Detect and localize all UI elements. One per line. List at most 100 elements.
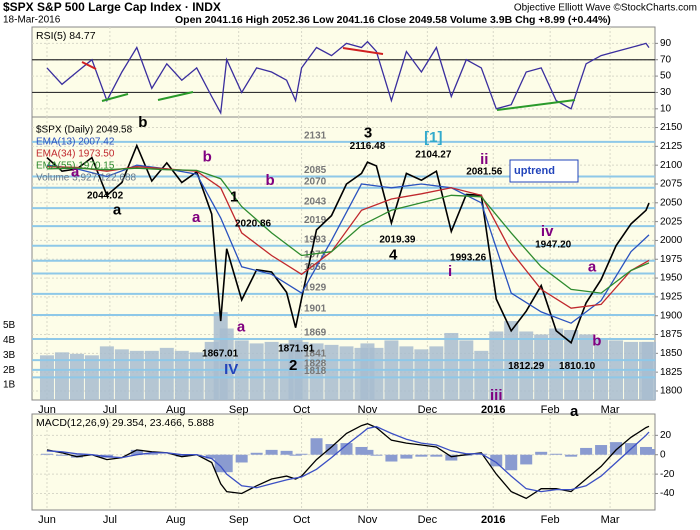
panel-title: RSI(5) 84.77 xyxy=(36,30,96,42)
wave-label: 2081.56 xyxy=(466,167,503,178)
x-tick-label: 2016 xyxy=(481,514,505,526)
volume-bar xyxy=(249,343,264,400)
y-tick-label: 2000 xyxy=(660,235,683,246)
histogram-bar xyxy=(205,454,218,459)
histogram-bar xyxy=(145,453,158,455)
wave-label: 2116.48 xyxy=(350,141,386,152)
level-label: 2085 xyxy=(304,165,327,176)
volume-bar xyxy=(189,352,204,400)
y-tick-label: 2100 xyxy=(660,160,683,171)
histogram-bar xyxy=(520,454,533,465)
legend-entry: EMA(34) 1973.50 xyxy=(36,149,115,160)
x-tick-label: Mar xyxy=(601,514,620,526)
histogram-bar xyxy=(595,445,608,455)
status-box xyxy=(509,159,579,183)
x-tick-label: Dec xyxy=(418,514,438,526)
y-tick-label: 1925 xyxy=(660,292,683,303)
legend-entry: EMA(13) 2007.42 xyxy=(36,137,115,148)
histogram-bar xyxy=(340,443,353,455)
y-tick-label: 1825 xyxy=(660,367,683,378)
y-tick-label: 2025 xyxy=(660,216,683,227)
wave-label: 3 xyxy=(364,125,372,142)
volume-bar xyxy=(624,341,639,400)
wave-label: i xyxy=(448,263,452,280)
volume-bar xyxy=(114,349,129,400)
volume-bar xyxy=(219,328,234,400)
histogram-bar xyxy=(610,442,623,455)
wave-label: IV xyxy=(224,361,238,378)
histogram-bar xyxy=(361,449,374,455)
y-tick-label: 1950 xyxy=(660,273,683,284)
wave-label: a xyxy=(570,403,579,420)
rsi-panel xyxy=(31,26,656,118)
wave-label: 1947.20 xyxy=(535,240,572,251)
macd-panel xyxy=(31,413,656,511)
y-tick-label: 20 xyxy=(660,430,672,441)
divergence-line xyxy=(101,93,129,102)
y-tick-label: 1975 xyxy=(660,254,683,265)
histogram-bar xyxy=(550,453,563,455)
histogram-bar xyxy=(490,454,503,467)
histogram-bar xyxy=(130,449,143,455)
y-tick-label: 1900 xyxy=(660,310,683,321)
volume-bar xyxy=(399,346,414,400)
volume-bar xyxy=(429,346,444,400)
wave-label: 2020.86 xyxy=(235,219,272,230)
volume-bar xyxy=(99,346,114,400)
panel-title: MACD(12,26,9) 29.354, 23.466, 5.888 xyxy=(36,417,214,429)
x-tick-label: Nov xyxy=(358,404,378,416)
volume-bar xyxy=(414,349,429,400)
y-tick-label: 2125 xyxy=(660,141,683,152)
volume-tick-label: 4B xyxy=(3,335,16,346)
volume-bar xyxy=(294,341,309,400)
y-tick-label: -40 xyxy=(660,488,675,499)
level-label: 1828 xyxy=(304,359,327,370)
histogram-bar xyxy=(250,452,263,455)
level-label: 2019 xyxy=(304,215,327,226)
y-tick-label: 1800 xyxy=(660,386,683,397)
wave-label: a xyxy=(113,201,122,218)
wave-label: 1812.29 xyxy=(508,361,545,372)
wave-label: 2 xyxy=(289,357,297,374)
wave-label: 1993.26 xyxy=(450,252,487,263)
x-tick-label: 2016 xyxy=(481,404,505,416)
volume-bar xyxy=(309,343,324,400)
volume-bar xyxy=(564,329,579,400)
x-tick-label: Sep xyxy=(229,514,249,526)
y-tick-label: -20 xyxy=(660,469,675,480)
histogram-bar xyxy=(385,454,398,462)
x-tick-label: Jul xyxy=(103,404,117,416)
x-tick-label: Dec xyxy=(418,404,438,416)
wave-label: b xyxy=(592,332,601,349)
level-label: 1929 xyxy=(304,283,327,294)
volume-bar xyxy=(129,350,144,400)
volume-bar xyxy=(369,347,384,400)
x-tick-label: Sep xyxy=(229,404,249,416)
histogram-bar xyxy=(220,454,233,473)
volume-bar xyxy=(54,352,69,400)
histogram-bar xyxy=(370,454,383,456)
wave-label: b xyxy=(266,172,275,189)
histogram-bar xyxy=(55,454,68,456)
wave-label: iii xyxy=(490,387,503,404)
wave-label: 1867.01 xyxy=(202,349,239,360)
y-tick-label: 10 xyxy=(660,103,672,114)
histogram-bar xyxy=(325,444,338,455)
volume-bar xyxy=(159,347,174,400)
histogram-bar xyxy=(265,449,278,455)
y-tick-label: 70 xyxy=(660,54,672,65)
y-tick-label: 50 xyxy=(660,71,672,82)
legend-entry: $SPX (Daily) 2049.58 xyxy=(36,125,133,136)
volume-bar xyxy=(519,331,534,400)
volume-bar xyxy=(174,350,189,400)
histogram-bar xyxy=(643,449,656,455)
divergence-line xyxy=(342,47,384,55)
wave-label: a xyxy=(192,209,201,226)
divergence-line xyxy=(496,99,576,111)
volume-tick-label: 3B xyxy=(3,350,16,361)
wave-label: ii xyxy=(480,151,488,168)
status: uptrend xyxy=(514,165,555,177)
wave-label: iv xyxy=(541,223,554,240)
x-tick-label: Feb xyxy=(541,404,560,416)
volume-bar xyxy=(489,331,504,400)
